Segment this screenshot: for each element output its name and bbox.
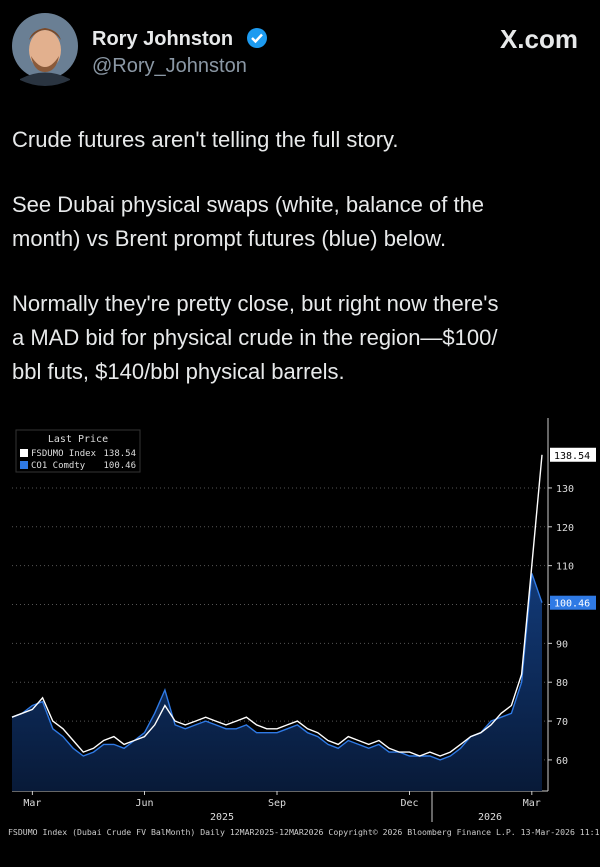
y-tick-label: 120 (556, 523, 574, 534)
year-label: 2025 (210, 812, 234, 823)
tweet-line: Normally they're pretty close, but right… (12, 291, 499, 316)
x-tick-label: Sep (268, 798, 286, 809)
chart: 60708090100110120130138.54100.46MarJunSe… (8, 418, 600, 837)
tweet-text: Crude futures aren't telling the full st… (12, 127, 499, 384)
legend-value: 138.54 (103, 449, 136, 459)
tweet-line: bbl futs, $140/bbl physical barrels. (12, 359, 345, 384)
year-label: 2026 (478, 812, 502, 823)
value-badge-label: 100.46 (554, 599, 590, 610)
legend-label: FSDUMO Index (31, 449, 97, 459)
verified-badge (247, 28, 267, 48)
legend-label: CO1 Comdty (31, 461, 86, 471)
tweet-line: month) vs Brent prompt futures (blue) be… (12, 226, 446, 251)
value-badge-label: 138.54 (554, 451, 590, 462)
x-tick-label: Mar (23, 798, 41, 809)
legend-value: 100.46 (103, 461, 136, 471)
value-badge (550, 447, 596, 462)
y-tick-label: 90 (556, 639, 568, 650)
y-tick-label: 130 (556, 484, 574, 495)
legend-box (15, 429, 141, 473)
y-tick-label: 110 (556, 562, 574, 573)
x-tick-label: Dec (400, 798, 418, 809)
chart-background (0, 418, 600, 867)
legend-swatch (20, 449, 28, 457)
value-badge (550, 595, 596, 610)
tweet-line: See Dubai physical swaps (white, balance… (12, 192, 484, 217)
legend-swatch (20, 461, 28, 469)
avatar (12, 13, 78, 86)
chart-footer: FSDUMO Index (Dubai Crude FV BalMonth) D… (8, 827, 600, 837)
y-tick-label: 80 (556, 678, 568, 689)
x-tick-label: Jun (135, 798, 153, 809)
author-name[interactable]: Rory Johnston (92, 28, 233, 50)
y-tick-label: 60 (556, 756, 568, 767)
legend-title: Last Price (48, 434, 108, 445)
series-line (11, 573, 543, 761)
series-line (11, 454, 543, 757)
x-tick-label: Mar (523, 798, 541, 809)
author-handle[interactable]: @Rory_Johnston (92, 55, 247, 77)
y-tick-label: 70 (556, 717, 568, 728)
brand: X.com (500, 24, 578, 54)
tweet-line: Crude futures aren't telling the full st… (12, 127, 399, 152)
tweet-line: a MAD bid for physical crude in the regi… (12, 325, 498, 350)
